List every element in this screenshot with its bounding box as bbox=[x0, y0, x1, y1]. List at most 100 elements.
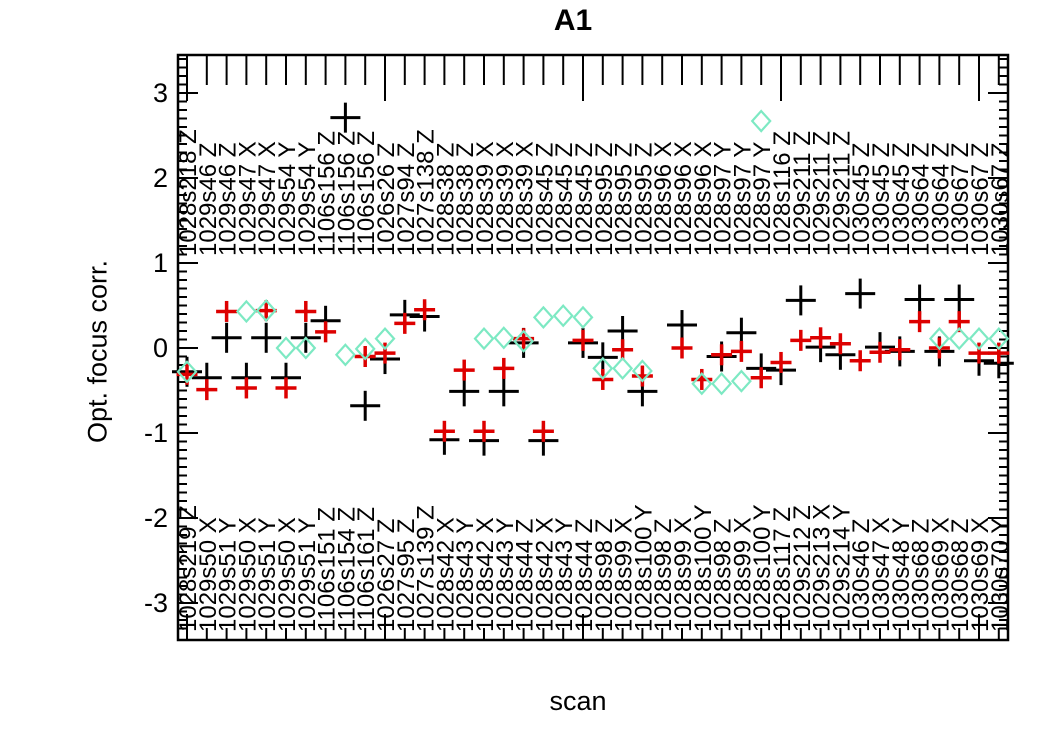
marker-aquamarine-diamond bbox=[572, 305, 594, 330]
scan-label-bottom: 1028s44 Z bbox=[571, 519, 598, 632]
scan-label-bottom: 1030s68 Z bbox=[947, 519, 974, 632]
y-tick-label: -1 bbox=[144, 418, 168, 448]
y-axis-title: Opt. focus corr. bbox=[82, 259, 113, 444]
scan-label-top: 1030s67 Z bbox=[967, 143, 994, 256]
scan-label-bottom: 1029s50 X bbox=[195, 517, 222, 632]
scan-label-bottom: 1027s139 Z bbox=[413, 505, 440, 632]
scan-label-top: 1028s45 Z bbox=[551, 143, 578, 256]
marker-aquamarine-diamond bbox=[592, 356, 614, 381]
scan-label-bottom: 1028s99 X bbox=[611, 517, 638, 632]
y-tick-label: 1 bbox=[153, 248, 168, 278]
y-tick-label: 2 bbox=[153, 163, 168, 193]
marker-aquamarine-diamond bbox=[176, 360, 198, 384]
scan-label-bottom: 1028s43 Y bbox=[551, 518, 578, 632]
scan-label-top: 1028s45 Z bbox=[531, 143, 558, 256]
marker-aquamarine-diamond bbox=[948, 327, 970, 351]
scan-label-bottom: 1028s98 Z bbox=[710, 519, 737, 632]
scan-label-top: 1030s67 Z bbox=[947, 143, 974, 256]
scan-label-top: 1028s96 X bbox=[670, 141, 697, 256]
scan-label-top: 1030s45 Z bbox=[888, 143, 915, 256]
scan-label-bottom: 1028s100 Y bbox=[690, 504, 717, 632]
marker-aquamarine-diamond bbox=[631, 359, 653, 383]
scan-label-top: 1029s211 Z bbox=[828, 131, 855, 256]
scan-label-bottom: 1028s42 X bbox=[472, 517, 499, 632]
scan-label-top: 1028s97 Y bbox=[749, 142, 776, 256]
marker-aquamarine-diamond bbox=[968, 327, 990, 351]
scan-label-bottom: 1028s43 Y bbox=[492, 518, 519, 632]
marker-aquamarine-diamond bbox=[750, 109, 772, 133]
scan-label-top: 1028s116 Z bbox=[769, 131, 796, 256]
scan-label-top: 1030s64 Z bbox=[927, 143, 954, 256]
scan-label-top: 1028s38 Z bbox=[452, 143, 479, 256]
marker-aquamarine-diamond bbox=[513, 329, 535, 353]
marker-aquamarine-diamond bbox=[334, 343, 356, 367]
scan-label-top: 1106s156 Z bbox=[333, 131, 360, 256]
scan-label-top: 1028s96 X bbox=[650, 141, 677, 256]
scan-label-bottom: 1030s68 Z bbox=[908, 519, 935, 632]
scan-label-bottom: 1029s50 X bbox=[234, 517, 261, 632]
scan-label-bottom: 1030s47 X bbox=[868, 517, 895, 632]
scan-label-top: 1029s211 Z bbox=[789, 131, 816, 256]
scan-label-top: 1027s138 Z bbox=[413, 129, 440, 256]
scan-label-bottom: 1030s69 X bbox=[927, 517, 954, 632]
scan-label-top: 1028s95 Z bbox=[630, 143, 657, 256]
scan-label-top: 1029s46 Z bbox=[195, 143, 222, 256]
scan-label-top: 1029s47 X bbox=[234, 141, 261, 256]
scan-label-bottom: 1029s50 X bbox=[274, 517, 301, 632]
scan-label-bottom: 1028s100 Y bbox=[749, 504, 776, 632]
scan-label-bottom: 1028s117 Z bbox=[769, 507, 796, 632]
scan-label-bottom: 1106s154 Z bbox=[333, 507, 360, 632]
scan-label-top: 1028s95 Z bbox=[591, 143, 618, 256]
marker-aquamarine-diamond bbox=[691, 372, 713, 396]
scan-label-top: 1030s45 Z bbox=[868, 143, 895, 256]
scan-label-bottom: 1027s95 Z bbox=[393, 519, 420, 632]
scan-label-bottom: 1029s51 Y bbox=[294, 518, 321, 632]
scan-label-top: 1028s39 X bbox=[492, 141, 519, 256]
scan-label-bottom: 1029s51 Y bbox=[215, 518, 242, 632]
marker-aquamarine-diamond bbox=[235, 299, 257, 324]
scan-label-bottom: 1030s46 Z bbox=[848, 519, 875, 632]
scan-label-top: 1106s156 Z bbox=[353, 131, 380, 256]
scan-label-bottom: 1029s213 X bbox=[809, 504, 836, 632]
scan-label-top: 1029s211 Z bbox=[809, 131, 836, 256]
marker-aquamarine-diamond bbox=[612, 356, 634, 381]
marker-aquamarine-diamond bbox=[473, 327, 495, 351]
scan-label-top: 1029s46 Z bbox=[215, 143, 242, 256]
scan-label-bottom: 1028s99 X bbox=[729, 517, 756, 632]
plot-title: A1 bbox=[553, 4, 593, 37]
scan-label-bottom: 1028s219 Z bbox=[175, 505, 202, 632]
y-tick-label: 0 bbox=[153, 333, 168, 363]
scan-label-bottom: 1028s44 Z bbox=[512, 519, 539, 632]
scan-label-bottom: 1029s212 Z bbox=[789, 505, 816, 632]
marker-aquamarine-diamond bbox=[711, 372, 733, 396]
scan-label-top: 1028s45 Z bbox=[571, 143, 598, 256]
scan-label-top: 1028s39 X bbox=[512, 141, 539, 256]
scan-label-top: 1106s156 Z bbox=[314, 131, 341, 256]
scan-label-top: 1030s45 Z bbox=[848, 143, 875, 256]
scan-label-top: 1028s218 Z bbox=[175, 129, 202, 256]
scan-label-top: 1030s67 Z bbox=[987, 143, 1014, 256]
marker-aquamarine-diamond bbox=[295, 336, 317, 360]
x-axis-title: scan bbox=[549, 686, 607, 716]
scan-label-bottom: 1029s51 Y bbox=[254, 518, 281, 632]
marker-aquamarine-diamond bbox=[532, 305, 554, 330]
scan-label-bottom: 1030s70 Y bbox=[987, 518, 1014, 632]
scan-label-top: 1027s94 Z bbox=[393, 143, 420, 256]
scan-label-top: 1026s26 Z bbox=[373, 143, 400, 256]
y-tick-label: 3 bbox=[153, 78, 168, 108]
marker-aquamarine-diamond bbox=[988, 327, 1010, 351]
marker-aquamarine-diamond bbox=[493, 326, 515, 350]
scan-label-bottom: 1029s214 Y bbox=[828, 504, 855, 632]
scan-label-bottom: 1106s161 Z bbox=[353, 507, 380, 632]
scan-label-top: 1028s95 Z bbox=[611, 143, 638, 256]
scan-label-top: 1028s97 Y bbox=[729, 142, 756, 256]
scan-label-top: 1028s97 Y bbox=[710, 142, 737, 256]
marker-aquamarine-diamond bbox=[374, 327, 396, 351]
scan-label-bottom: 1030s69 X bbox=[967, 517, 994, 632]
marker-aquamarine-diamond bbox=[354, 337, 376, 361]
marker-aquamarine-diamond bbox=[255, 298, 277, 323]
scan-label-bottom: 1028s43 Y bbox=[452, 518, 479, 632]
scan-label-bottom: 1028s100 Y bbox=[630, 504, 657, 632]
